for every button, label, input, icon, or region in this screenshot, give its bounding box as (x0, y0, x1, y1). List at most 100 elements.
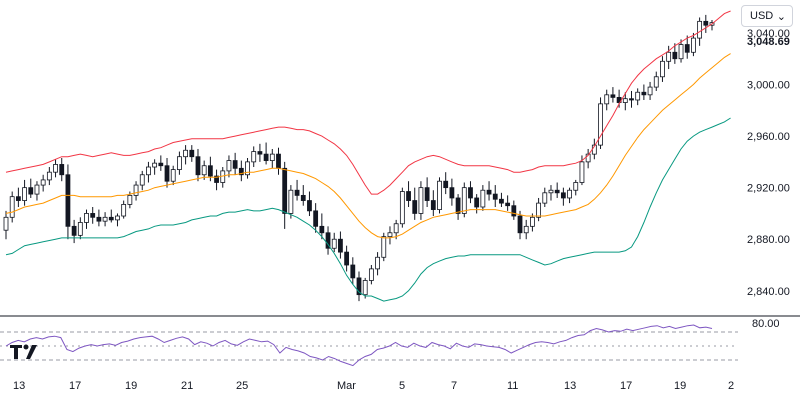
candle-body (28, 187, 34, 195)
candle-body (325, 232, 331, 249)
candle-body (573, 182, 579, 191)
candle-body (53, 164, 58, 173)
bollinger-upper-line (5, 10, 731, 195)
candle (505, 195, 511, 211)
candle-body (393, 223, 399, 234)
candle (393, 219, 399, 240)
candle-body (84, 213, 89, 223)
candle (666, 45, 672, 70)
rsi-axis-label: 80.00 (752, 318, 780, 330)
candle-body (108, 216, 114, 221)
candle-body (387, 232, 393, 238)
chevron-down-icon: ⌄ (776, 10, 786, 23)
candle (214, 169, 219, 191)
candle-body (604, 94, 610, 105)
candle (585, 148, 591, 169)
candle (96, 209, 102, 227)
candle-body (189, 149, 195, 158)
candle (672, 43, 678, 64)
candle (121, 200, 127, 219)
y-tick-label: 2,880.00 (747, 234, 790, 246)
candle-body (226, 160, 232, 172)
candle-body (276, 153, 281, 169)
candle (269, 148, 275, 169)
candle-body (468, 187, 473, 199)
candle (560, 187, 566, 206)
candle (15, 187, 21, 207)
candle (653, 71, 659, 91)
candle-body (251, 151, 257, 163)
candle (350, 257, 356, 285)
candle-body (195, 156, 201, 176)
candle-body (96, 216, 102, 222)
candle-body (548, 189, 554, 194)
candle-body (59, 164, 65, 176)
candle-body (133, 184, 139, 196)
candle (567, 187, 572, 204)
candle-body (232, 160, 238, 169)
candle (238, 160, 244, 182)
candle-body (164, 165, 170, 182)
candle-body (77, 222, 83, 236)
candle (486, 181, 492, 201)
candle (641, 84, 647, 100)
candle-body (183, 149, 188, 158)
candle-body (288, 189, 294, 214)
candle (232, 152, 238, 175)
candle (307, 191, 312, 217)
candle-body (65, 174, 71, 227)
x-tick-label: Mar (337, 380, 356, 392)
currency-selector[interactable]: USD ⌄ (741, 5, 793, 27)
candle (300, 185, 306, 206)
candle (461, 182, 467, 218)
candle (517, 210, 523, 240)
candle-body (641, 91, 647, 96)
candle-body (443, 180, 449, 189)
candle (288, 185, 294, 219)
candle (443, 172, 449, 195)
candle-body (629, 98, 634, 101)
candle-body (263, 153, 269, 161)
candle-body (437, 180, 442, 210)
rsi-line (5, 324, 713, 367)
candle-body (678, 44, 684, 60)
x-tick-label: 19 (125, 380, 137, 392)
candle-body (344, 251, 350, 266)
candle (362, 277, 368, 299)
candle (189, 145, 195, 162)
candle-body (697, 20, 703, 39)
candle-body (610, 94, 616, 98)
candle-body (9, 196, 15, 218)
candle-body (406, 191, 411, 201)
candle-body (536, 202, 541, 218)
candle (40, 174, 46, 192)
candle-body (486, 189, 492, 195)
candle (65, 164, 71, 240)
candle (313, 203, 319, 233)
x-tick-label: 5 (399, 380, 405, 392)
candle-body (307, 200, 312, 212)
y-tick-label: 2,920.00 (747, 183, 790, 195)
candle (338, 231, 343, 259)
rsi-levels (0, 331, 738, 361)
candle-body (22, 187, 27, 201)
candle (22, 179, 27, 206)
candle-body (294, 189, 300, 196)
candle (319, 213, 325, 240)
candle (610, 87, 616, 103)
x-tick-label: 21 (181, 380, 193, 392)
x-tick-label: 17 (69, 380, 81, 392)
candle-body (269, 153, 275, 161)
candle (139, 170, 145, 191)
candle-body (238, 167, 244, 176)
candle-body (418, 187, 424, 214)
candle-body (121, 204, 127, 217)
candle-body (449, 187, 455, 199)
candle (455, 194, 461, 220)
candle (474, 194, 480, 214)
candle (604, 89, 610, 111)
candle (263, 142, 269, 165)
candle-body (523, 225, 529, 234)
candle-body (381, 236, 387, 258)
candle-body (399, 191, 405, 225)
